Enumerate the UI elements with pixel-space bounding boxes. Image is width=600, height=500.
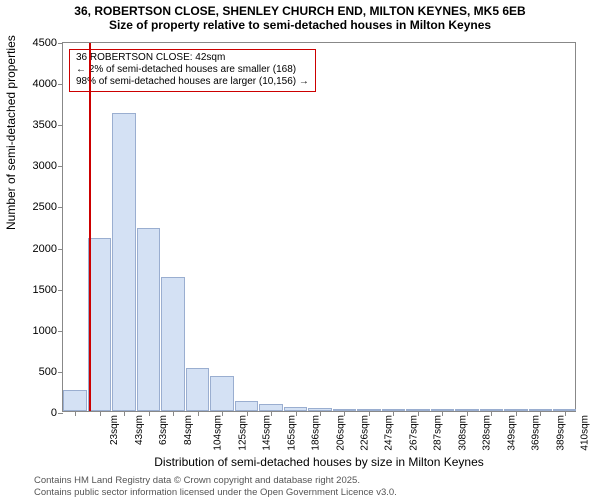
x-tick-mark (344, 411, 345, 416)
annotation-line1: 36 ROBERTSON CLOSE: 42sqm (76, 52, 309, 64)
annotation-line2: ← 2% of semi-detached houses are smaller… (76, 64, 309, 76)
y-tick-mark (58, 43, 63, 44)
x-tick-label: 165sqm (286, 415, 297, 451)
x-tick-label: 389sqm (555, 415, 566, 451)
x-tick-mark (418, 411, 419, 416)
x-tick-mark (271, 411, 272, 416)
x-tick-label: 369sqm (531, 415, 542, 451)
credits-line1: Contains HM Land Registry data © Crown c… (34, 475, 397, 486)
x-tick-label: 186sqm (311, 415, 322, 451)
bar (235, 401, 258, 411)
x-tick-label: 43sqm (134, 415, 145, 445)
x-tick-mark (149, 411, 150, 416)
bar (112, 113, 135, 411)
bar (186, 368, 209, 411)
x-tick-mark (393, 411, 394, 416)
title-line2: Size of property relative to semi-detach… (0, 18, 600, 32)
credits-line2: Contains public sector information licen… (34, 487, 397, 498)
y-tick-mark (58, 125, 63, 126)
marker-line (89, 43, 91, 411)
x-tick-mark (540, 411, 541, 416)
x-tick-label: 287sqm (433, 415, 444, 451)
x-tick-mark (296, 411, 297, 416)
x-tick-label: 23sqm (109, 415, 120, 445)
bar (259, 404, 282, 411)
y-tick-mark (58, 413, 63, 414)
x-tick-mark (565, 411, 566, 416)
plot-area: 36 ROBERTSON CLOSE: 42sqm ← 2% of semi-d… (62, 42, 576, 412)
annotation-box: 36 ROBERTSON CLOSE: 42sqm ← 2% of semi-d… (69, 49, 316, 92)
annotation-line3: 98% of semi-detached houses are larger (… (76, 76, 309, 88)
x-tick-mark (222, 411, 223, 416)
y-tick-mark (58, 84, 63, 85)
x-tick-label: 125sqm (237, 415, 248, 451)
x-tick-label: 104sqm (213, 415, 224, 451)
x-tick-mark (516, 411, 517, 416)
y-tick-mark (58, 290, 63, 291)
x-tick-mark (247, 411, 248, 416)
x-tick-label: 349sqm (506, 415, 517, 451)
x-tick-label: 247sqm (384, 415, 395, 451)
x-tick-label: 84sqm (183, 415, 194, 445)
x-tick-label: 145sqm (262, 415, 273, 451)
x-tick-mark (320, 411, 321, 416)
x-tick-mark (75, 411, 76, 416)
bar (137, 228, 160, 411)
x-axis-label: Distribution of semi-detached houses by … (63, 455, 575, 469)
y-tick-mark (58, 166, 63, 167)
bar (210, 376, 233, 411)
x-tick-mark (124, 411, 125, 416)
y-tick-mark (58, 207, 63, 208)
y-tick-mark (58, 372, 63, 373)
x-tick-mark (467, 411, 468, 416)
bar (88, 238, 111, 411)
bar (161, 277, 184, 411)
y-tick-mark (58, 249, 63, 250)
x-tick-mark (491, 411, 492, 416)
credits: Contains HM Land Registry data © Crown c… (34, 475, 397, 498)
x-tick-mark (369, 411, 370, 416)
x-tick-label: 63sqm (158, 415, 169, 445)
x-tick-mark (442, 411, 443, 416)
x-tick-label: 267sqm (409, 415, 420, 451)
x-tick-label: 226sqm (360, 415, 371, 451)
x-tick-label: 308sqm (457, 415, 468, 451)
title-line1: 36, ROBERTSON CLOSE, SHENLEY CHURCH END,… (0, 4, 600, 18)
y-axis-label: Number of semi-detached properties (4, 35, 18, 230)
x-tick-mark (100, 411, 101, 416)
x-tick-label: 328sqm (482, 415, 493, 451)
x-tick-mark (173, 411, 174, 416)
x-tick-label: 410sqm (580, 415, 591, 451)
y-tick-mark (58, 331, 63, 332)
bar (63, 390, 86, 411)
x-tick-label: 206sqm (335, 415, 346, 451)
x-tick-mark (198, 411, 199, 416)
